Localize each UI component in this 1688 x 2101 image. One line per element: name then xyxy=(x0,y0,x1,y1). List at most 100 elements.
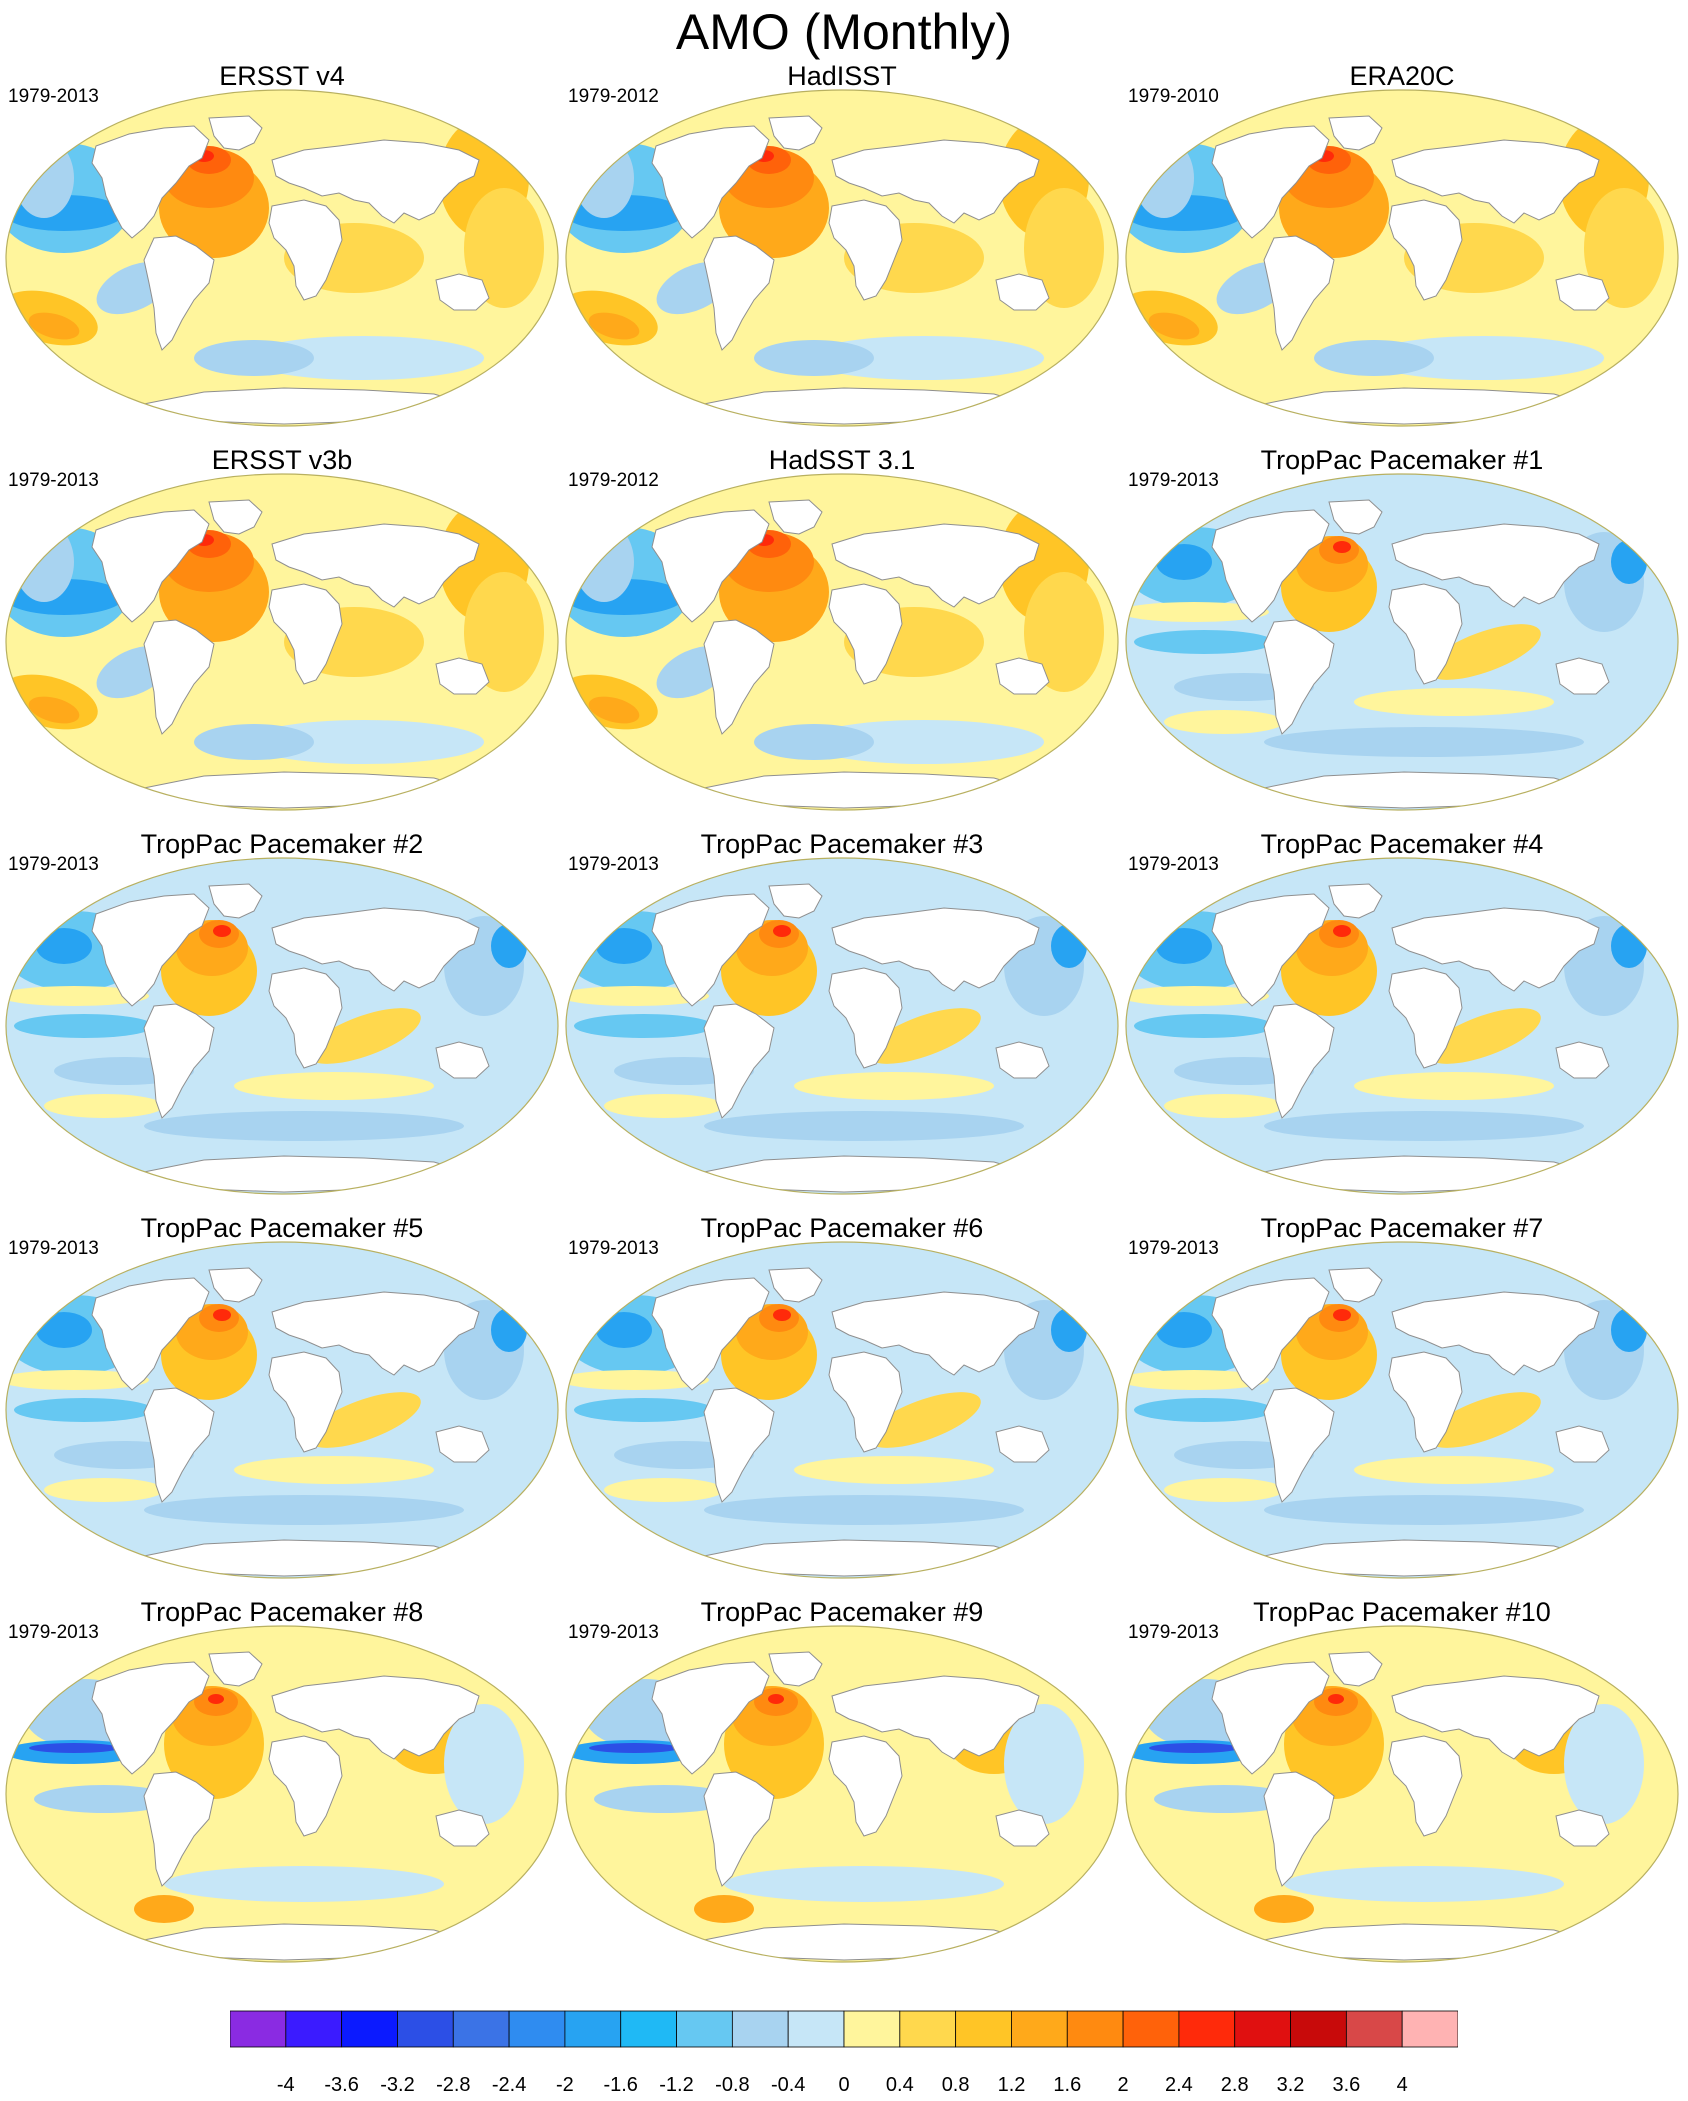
panel-period: 1979-2013 xyxy=(8,86,99,107)
land-mass xyxy=(1555,1425,1610,1463)
colorbar-box xyxy=(1122,2010,1180,2048)
land-mass xyxy=(268,967,343,1069)
panel-title: TropPac Pacemaker #2 xyxy=(140,829,424,859)
colorbar-box xyxy=(564,2010,622,2048)
map-panel-troppac-pacemaker-5: TropPac Pacemaker #5 1979-2013 xyxy=(4,1212,560,1597)
colorbar-tick-label: 0 xyxy=(838,2074,850,2096)
sst-anomaly-field xyxy=(6,858,558,1194)
land-mass xyxy=(91,1277,210,1391)
colorbar-tick-label: -2.4 xyxy=(491,2074,527,2096)
land-mass xyxy=(435,1809,490,1847)
land-mass xyxy=(1388,199,1463,301)
sst-anomaly-field xyxy=(1126,1626,1678,1962)
colorbar-box xyxy=(508,2010,566,2048)
panel-title: TropPac Pacemaker #4 xyxy=(1260,829,1544,859)
colorbar-box xyxy=(452,2010,510,2048)
land-mass xyxy=(1211,1277,1330,1391)
land-mass xyxy=(1388,1735,1463,1837)
land-mass xyxy=(995,1041,1050,1079)
world-map xyxy=(1125,1625,1679,1963)
map-panel-hadsst-3-1: HadSST 3.1 1979-2012 xyxy=(564,444,1120,829)
colorbar-box xyxy=(397,2010,454,2048)
land-mass xyxy=(271,523,480,608)
land-mass xyxy=(208,115,263,151)
map-outline xyxy=(1125,1241,1679,1579)
colorbar-tick-label: 1.2 xyxy=(997,2074,1026,2096)
land-mass xyxy=(831,1291,1040,1376)
land-mass xyxy=(703,1003,775,1119)
land-mass xyxy=(271,1675,480,1760)
land-mass xyxy=(651,125,770,239)
land-mass xyxy=(1555,1041,1610,1079)
world-map xyxy=(1125,473,1679,811)
colorbar-box xyxy=(620,2010,677,2048)
sst-anomaly-field xyxy=(6,1626,558,1962)
map-outline xyxy=(1125,473,1679,811)
map-panel-era20c: ERA20C 1979-2010 xyxy=(1124,60,1680,445)
sst-anomaly-field xyxy=(566,1626,1118,1962)
land-mass xyxy=(768,883,823,919)
land-mass xyxy=(1391,139,1600,224)
land-mass xyxy=(208,1651,263,1687)
land-mass xyxy=(143,235,215,351)
world-map xyxy=(565,1625,1119,1963)
land-mass xyxy=(1211,125,1330,239)
land-mass xyxy=(1555,1809,1610,1847)
land-mass xyxy=(651,1661,770,1775)
map-panel-troppac-pacemaker-2: TropPac Pacemaker #2 1979-2013 xyxy=(4,828,560,1213)
panel-period: 1979-2013 xyxy=(568,1238,659,1259)
land-mass xyxy=(1391,1291,1600,1376)
land-mass xyxy=(1263,1771,1335,1887)
land-mass xyxy=(828,967,903,1069)
colorbar-tick-label: 2.8 xyxy=(1220,2074,1249,2096)
colorbar-box xyxy=(230,2010,287,2048)
land-mass xyxy=(435,657,490,695)
colorbar-box xyxy=(676,2010,733,2048)
world-map xyxy=(5,1625,559,1963)
map-outline xyxy=(5,1241,559,1579)
panel-period: 1979-2013 xyxy=(8,1238,99,1259)
map-panel-troppac-pacemaker-4: TropPac Pacemaker #4 1979-2013 xyxy=(1124,828,1680,1213)
land-mass xyxy=(143,1387,215,1503)
land-mass xyxy=(831,907,1040,992)
land-mass xyxy=(435,1425,490,1463)
land-mass xyxy=(1263,235,1335,351)
colorbar-box xyxy=(955,2010,1012,2048)
world-map xyxy=(565,473,1119,811)
land-mass xyxy=(1211,509,1330,623)
sst-anomaly-field xyxy=(1126,1242,1678,1578)
land-mass xyxy=(91,893,210,1007)
land-mass xyxy=(1263,619,1335,735)
colorbar-tick-label: -4 xyxy=(276,2074,295,2096)
colorbar-tick-label: 2.4 xyxy=(1164,2074,1193,2096)
land-mass xyxy=(1328,1267,1383,1303)
land-mass xyxy=(1263,1003,1335,1119)
map-outline xyxy=(5,1625,559,1963)
colorbar-box xyxy=(731,2010,789,2048)
land-mass xyxy=(1263,1387,1335,1503)
land-mass xyxy=(1211,893,1330,1007)
colorbar-tick-label: 4 xyxy=(1396,2074,1408,2096)
land-mass xyxy=(768,1651,823,1687)
map-outline xyxy=(1125,1625,1679,1963)
figure-title: AMO (Monthly) xyxy=(675,4,1013,60)
panel-title: TropPac Pacemaker #5 xyxy=(140,1213,424,1243)
colorbar-tick-label: -1.6 xyxy=(603,2074,638,2096)
panel-title: TropPac Pacemaker #8 xyxy=(140,1597,424,1627)
land-mass xyxy=(768,115,823,151)
world-map xyxy=(5,473,559,811)
panel-title: ERA20C xyxy=(1349,61,1455,91)
panel-title: ERSST v4 xyxy=(219,61,345,91)
land-mass xyxy=(995,1425,1050,1463)
land-mass xyxy=(1388,1351,1463,1453)
panel-period: 1979-2010 xyxy=(1128,86,1219,107)
land-mass xyxy=(271,907,480,992)
panel-title: ERSST v3b xyxy=(211,445,353,475)
sst-anomaly-field xyxy=(6,474,558,810)
land-mass xyxy=(703,235,775,351)
panel-period: 1979-2013 xyxy=(568,854,659,875)
map-outline xyxy=(5,473,559,811)
land-mass xyxy=(1391,1675,1600,1760)
world-map xyxy=(1125,1241,1679,1579)
colorbar-tick-label: 3.2 xyxy=(1276,2074,1305,2096)
